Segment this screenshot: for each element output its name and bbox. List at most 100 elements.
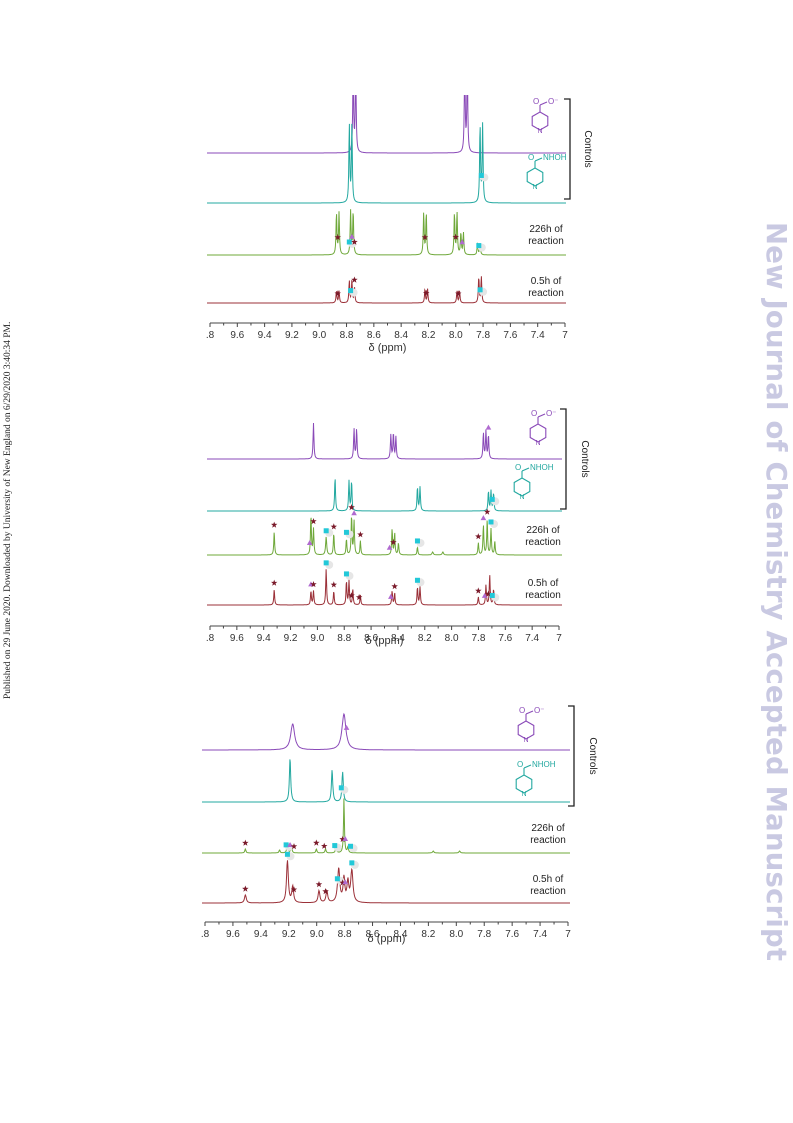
x-tick-label: 7.6 — [503, 330, 517, 341]
star-marker — [452, 233, 459, 240]
star-marker — [421, 234, 429, 241]
trace-label: 0.5h of reaction — [525, 578, 561, 601]
x-tick-label: .8 — [201, 929, 210, 940]
oxygen-label: O — [528, 153, 534, 162]
star-marker — [357, 531, 364, 538]
star-marker — [271, 579, 278, 586]
square-marker — [323, 528, 329, 534]
square-marker — [338, 785, 344, 791]
x-tick-label: .8 — [206, 330, 215, 341]
x-tick-label: 8.6 — [364, 633, 378, 644]
carbonyl-bond — [539, 101, 548, 106]
star-marker — [322, 888, 329, 895]
triangle-marker — [386, 544, 393, 550]
structure-isonicotinate: O O⁻ N — [531, 97, 558, 135]
oxygen-label: O — [517, 760, 523, 769]
x-tick-label: 8.8 — [338, 929, 352, 940]
peak-markers — [343, 724, 350, 730]
square-marker — [414, 577, 420, 583]
ring-bond — [515, 774, 533, 794]
controls-label: Controls — [582, 130, 593, 167]
trace-label-line: reaction — [530, 886, 566, 897]
ring-nitrogen: N — [524, 737, 529, 744]
x-tick-label: 9.4 — [258, 330, 272, 341]
structure-isonicotinohydroxamic-acid: O NHOH N — [526, 153, 567, 191]
star-marker — [271, 521, 278, 528]
carbonyl-bond — [534, 157, 543, 162]
square-marker — [348, 288, 354, 294]
controls-bracket — [564, 98, 571, 200]
trace-label-line: reaction — [530, 835, 566, 846]
oxygen-label: O — [531, 409, 537, 418]
square-marker — [478, 172, 484, 178]
x-tick-label: 9.6 — [230, 330, 244, 341]
ring-bond — [531, 111, 549, 131]
x-tick-label: 9.4 — [254, 929, 268, 940]
ring-nitrogen: N — [538, 128, 543, 135]
ring-bond — [517, 720, 535, 740]
carbonyl-bond — [537, 413, 546, 418]
carbonyl-bond — [525, 710, 534, 715]
carbonyl-bond — [521, 467, 530, 472]
controls-bracket — [568, 705, 575, 807]
x-tick-label: 8.4 — [394, 330, 408, 341]
x-tick-label: 9.2 — [285, 330, 299, 341]
peak-markers — [489, 496, 500, 506]
square-marker — [477, 287, 483, 293]
x-tick-label: .8 — [206, 633, 215, 644]
x-tick-label: 8.4 — [391, 633, 405, 644]
star-marker — [330, 523, 337, 530]
peak-markers — [334, 233, 486, 252]
trace-label-line: reaction — [528, 288, 564, 299]
star-marker — [321, 842, 328, 849]
ring-nitrogen: N — [520, 494, 525, 501]
x-tick-label: 8.8 — [337, 633, 351, 644]
star-marker — [351, 238, 358, 245]
substituent-label: NHOH — [530, 463, 554, 472]
x-tick-label: 8.2 — [422, 330, 436, 341]
peak-markers — [478, 172, 489, 182]
x-tick-label: 7.4 — [531, 330, 545, 341]
star-marker — [339, 879, 346, 886]
x-tick-label: 9.2 — [284, 633, 298, 644]
square-marker — [489, 496, 495, 502]
trace-label-line: reaction — [528, 236, 564, 247]
x-tick-label: 7 — [562, 330, 568, 341]
structure-pyrazinecarboxylate: O O⁻ N — [517, 706, 544, 744]
x-tick-label: 8.6 — [367, 330, 381, 341]
peak-markers — [271, 560, 500, 602]
ring-bond — [513, 477, 531, 497]
x-tick-label: 8.4 — [394, 929, 408, 940]
spectrum-trace — [202, 798, 570, 854]
star-marker — [348, 592, 355, 599]
peak-markers — [334, 276, 488, 297]
trace-label-line: 0.5h of — [531, 276, 562, 287]
star-marker — [310, 581, 317, 588]
substituent-label: O⁻ — [546, 409, 556, 418]
square-marker — [343, 571, 349, 577]
x-tick-label: 8.2 — [418, 633, 432, 644]
square-marker — [323, 560, 329, 566]
star-marker — [475, 533, 482, 540]
spectrum-trace — [207, 95, 566, 154]
square-marker — [348, 843, 354, 849]
x-tick-label: 7.4 — [533, 929, 547, 940]
x-tick-label: 8.6 — [366, 929, 380, 940]
triangle-marker — [342, 879, 349, 885]
star-marker — [242, 885, 249, 892]
star-marker — [315, 881, 323, 888]
triangle-marker — [481, 592, 488, 598]
triangle-marker — [306, 539, 313, 545]
star-marker — [242, 839, 249, 846]
x-axis-title: δ (ppm) — [369, 342, 407, 354]
star-marker — [310, 518, 317, 525]
square-marker — [414, 538, 420, 544]
x-tick-label: 9.6 — [230, 633, 244, 644]
spectrum-trace — [202, 860, 570, 904]
triangle-marker — [349, 233, 355, 239]
trace-label-line: reaction — [525, 590, 561, 601]
square-marker — [476, 243, 482, 249]
